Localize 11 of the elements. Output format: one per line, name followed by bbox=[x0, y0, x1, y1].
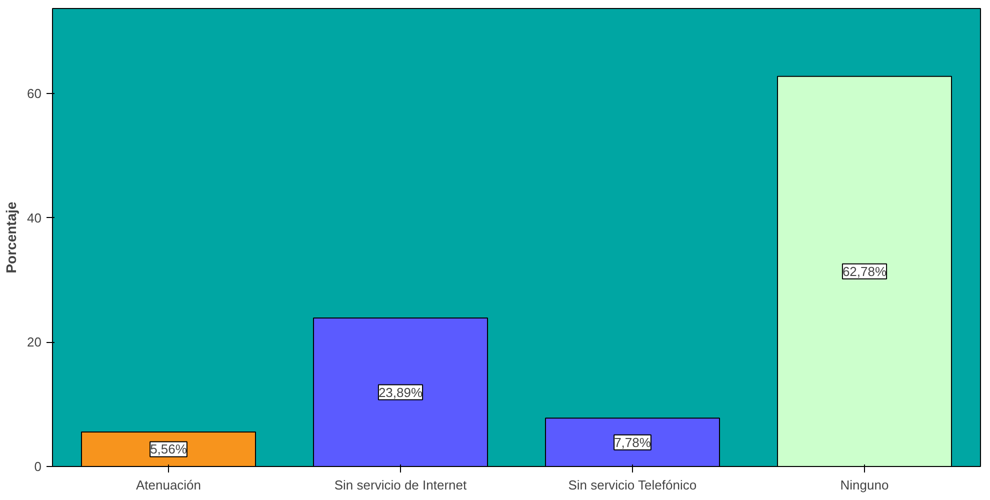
x-tick-label: Sin servicio Telefónico bbox=[568, 478, 697, 492]
x-tick-label: Ninguno bbox=[840, 478, 889, 492]
y-axis-title: Porcentaje bbox=[3, 201, 20, 274]
x-tick-label: Sin servicio de Internet bbox=[334, 478, 468, 492]
data-label: 5,56% bbox=[150, 442, 188, 457]
y-tick-label: 20 bbox=[27, 334, 42, 350]
y-tick-label: 60 bbox=[27, 86, 42, 102]
data-label: 7,78% bbox=[614, 434, 652, 450]
x-tick-label: Atenuación bbox=[136, 478, 202, 492]
y-tick-label: 40 bbox=[27, 210, 42, 226]
y-tick-label: 0 bbox=[34, 459, 42, 474]
